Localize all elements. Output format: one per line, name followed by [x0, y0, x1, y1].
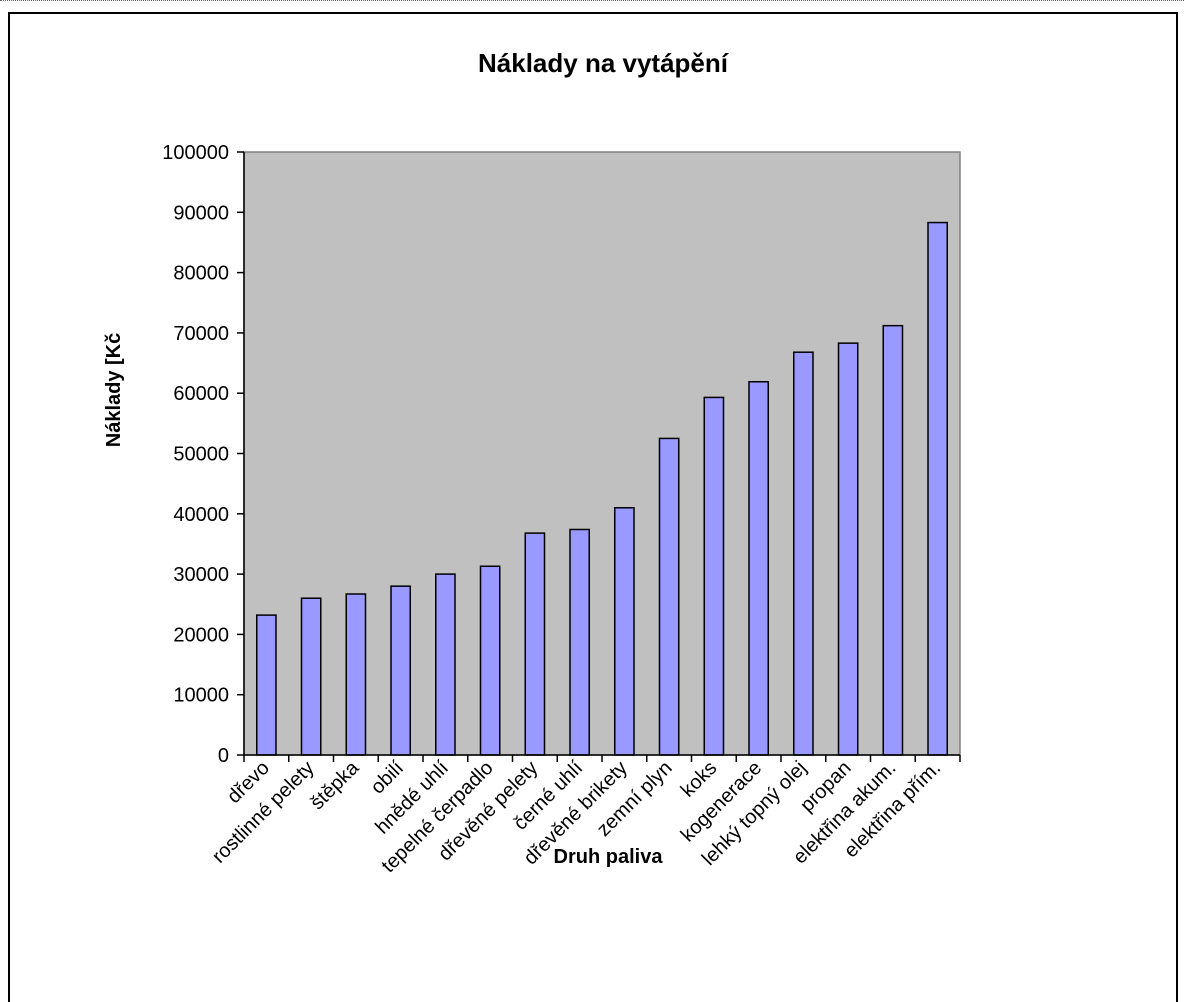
bar [524, 532, 546, 756]
bar [479, 565, 501, 756]
bar-series [256, 221, 948, 756]
y-tick-label: 90000 [173, 202, 229, 224]
y-tick-label: 100000 [162, 142, 229, 164]
bar [793, 351, 814, 756]
y-tick-label: 40000 [173, 504, 229, 526]
bar [569, 528, 590, 756]
y-axis-title: Náklady [Kč [103, 333, 125, 448]
bar [300, 597, 322, 756]
y-tick-label: 10000 [173, 685, 229, 707]
x-tick-label: štěpka [306, 756, 364, 814]
bar [882, 324, 904, 756]
bar [658, 437, 680, 756]
bar [837, 342, 859, 756]
bar [748, 380, 769, 756]
y-tick-label: 70000 [173, 323, 229, 345]
y-tick-label: 0 [218, 745, 229, 767]
bar [435, 573, 456, 756]
chart-title: Náklady na vytápění [478, 48, 729, 78]
bar [256, 614, 277, 756]
page-top-dotted-line [0, 0, 1184, 5]
y-tick-label: 80000 [173, 263, 229, 285]
bar [927, 221, 948, 756]
y-tick-label: 30000 [173, 564, 229, 586]
bar [703, 396, 725, 756]
y-tick-label: 60000 [173, 383, 229, 405]
y-tick-label: 20000 [173, 624, 229, 646]
bar [614, 507, 635, 756]
bar [390, 585, 411, 756]
y-axis: 0 10000 20000 30000 40000 50000 60000 70000 8000… [162, 142, 244, 767]
bar [345, 593, 367, 756]
y-tick-label: 50000 [173, 444, 229, 466]
x-axis-title: Druh paliva [554, 846, 664, 868]
